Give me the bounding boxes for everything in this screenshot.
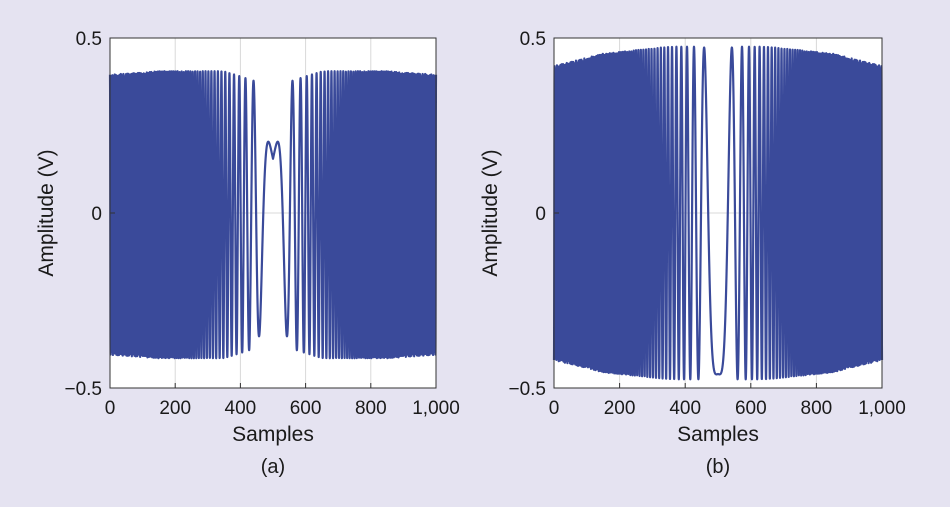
x-tick-label: 1,000 xyxy=(412,398,460,419)
chart-a: 0 200 400 600 800 1,0000.50−0.5SamplesAmplitu… xyxy=(35,29,460,478)
x-tick-label: 800 xyxy=(801,398,833,419)
y-tick-label: 0.5 xyxy=(76,29,102,50)
x-axis-title: Samples xyxy=(232,423,314,446)
y-tick-label: 0 xyxy=(91,204,102,225)
y-tick-label: 0 xyxy=(535,204,546,225)
chart-b: 0 200 400 600 800 1,0000.50−0.5SamplesAmplitu… xyxy=(479,29,906,478)
y-axis-title: Amplitude (V) xyxy=(35,149,58,276)
x-tick-label: 1,000 xyxy=(858,398,906,419)
y-tick-label: −0.5 xyxy=(508,379,546,400)
x-tick-label: 600 xyxy=(735,398,767,419)
chart-caption: (a) xyxy=(261,456,285,478)
x-tick-label: 600 xyxy=(290,398,322,419)
x-tick-label: 0 xyxy=(549,398,560,419)
x-tick-label: 400 xyxy=(225,398,257,419)
series-line xyxy=(552,45,884,381)
series-line xyxy=(108,70,438,360)
x-tick-label: 400 xyxy=(669,398,701,419)
chart-caption: (b) xyxy=(706,456,730,478)
y-tick-label: −0.5 xyxy=(64,379,102,400)
y-tick-label: 0.5 xyxy=(520,29,546,50)
x-tick-label: 0 xyxy=(105,398,116,419)
x-axis-title: Samples xyxy=(677,423,759,446)
y-axis-title: Amplitude (V) xyxy=(479,149,502,276)
x-tick-label: 200 xyxy=(159,398,191,419)
x-tick-label: 800 xyxy=(355,398,387,419)
x-tick-label: 200 xyxy=(604,398,636,419)
